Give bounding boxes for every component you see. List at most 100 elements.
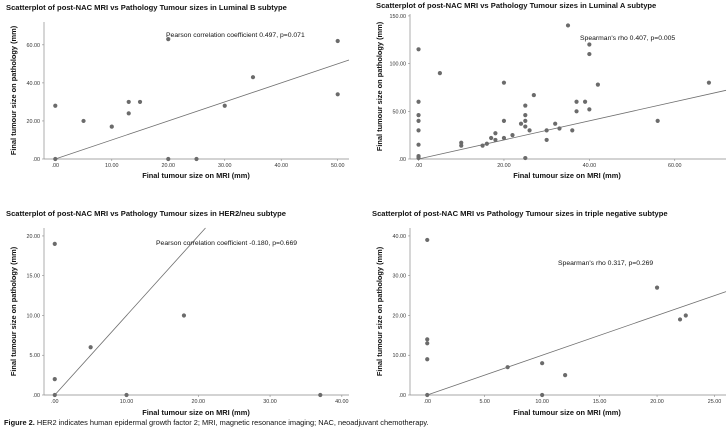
data-point xyxy=(570,128,575,133)
y-axis-label: Final tumour size on pathology (mm) xyxy=(375,246,384,376)
data-point xyxy=(501,135,507,141)
y-tick-label: 150.00 xyxy=(390,14,407,20)
data-point xyxy=(518,121,524,126)
data-point xyxy=(563,373,568,378)
x-tick-label: 15.00 xyxy=(593,399,607,405)
data-point xyxy=(557,126,562,131)
y-tick-label: .00 xyxy=(399,157,407,163)
x-tick-label: 20.00 xyxy=(650,399,664,405)
data-point xyxy=(318,392,323,398)
data-point xyxy=(53,103,58,108)
data-point xyxy=(416,118,421,123)
x-tick-label: 40.00 xyxy=(583,163,597,169)
x-tick-label: .00 xyxy=(52,163,60,169)
y-tick-label: .00 xyxy=(33,157,41,163)
x-axis-label: Final tumour size on MRI (mm) xyxy=(513,171,621,180)
data-point xyxy=(654,285,660,290)
data-point xyxy=(544,128,549,133)
data-point xyxy=(194,156,199,162)
x-tick-label: 40.00 xyxy=(274,163,288,169)
x-tick-label: 30.00 xyxy=(218,163,232,169)
correlation-annotation: Pearson correlation coefficient -0.180, … xyxy=(156,240,297,247)
x-tick-label: .00 xyxy=(423,399,431,405)
data-point xyxy=(181,313,187,318)
data-point xyxy=(126,99,131,105)
x-axis-label: Final tumour size on MRI (mm) xyxy=(142,408,250,417)
data-point xyxy=(587,42,592,47)
panel-triple-negative: Scatterplot of post-NAC MRI vs Pathology… xyxy=(364,208,728,417)
y-axis-label: Final tumour size on pathology (mm) xyxy=(9,246,18,376)
y-tick-label: 20.00 xyxy=(27,119,41,125)
y-axis-label: Final tumour size on pathology (mm) xyxy=(375,21,384,151)
data-point xyxy=(544,137,549,143)
y-tick-label: 100.00 xyxy=(390,62,407,68)
data-point xyxy=(416,142,421,147)
panel-her2: Scatterplot of post-NAC MRI vs Pathology… xyxy=(0,208,364,417)
data-point xyxy=(416,47,421,52)
x-tick-label: 10.00 xyxy=(535,399,549,405)
data-point xyxy=(52,241,57,247)
data-point xyxy=(81,118,86,124)
y-tick-label: .00 xyxy=(399,393,407,399)
data-point xyxy=(416,128,421,133)
chart-triple-negative: Scatterplot of post-NAC MRI vs Pathology… xyxy=(372,209,727,417)
figure-caption: Figure 2. HER2 indicates human epidermal… xyxy=(4,418,429,427)
x-tick-label: 20.00 xyxy=(497,163,511,169)
data-point xyxy=(425,341,430,346)
panel-luminal-b: Scatterplot of post-NAC MRI vs Pathology… xyxy=(0,0,364,208)
y-tick-label: 60.00 xyxy=(27,43,41,49)
data-point xyxy=(531,92,536,98)
data-point xyxy=(437,71,442,76)
x-tick-label: 50.00 xyxy=(331,163,345,169)
x-tick-label: .00 xyxy=(415,163,423,169)
data-point xyxy=(416,155,421,161)
data-point xyxy=(425,392,430,398)
y-tick-label: 10.00 xyxy=(393,353,407,359)
data-point xyxy=(527,128,532,133)
data-point xyxy=(505,365,510,370)
data-point xyxy=(52,376,57,382)
data-point xyxy=(523,103,528,108)
data-point xyxy=(595,82,600,87)
data-point xyxy=(425,237,430,243)
data-point xyxy=(250,75,256,80)
chart-her2: Scatterplot of post-NAC MRI vs Pathology… xyxy=(6,209,349,417)
data-point xyxy=(540,361,545,366)
data-point xyxy=(677,317,683,322)
reference-line xyxy=(55,59,350,160)
data-point xyxy=(501,118,507,123)
data-point xyxy=(574,109,579,114)
data-point xyxy=(501,80,507,85)
data-point xyxy=(459,143,464,148)
data-point xyxy=(88,345,93,350)
data-point xyxy=(484,141,489,146)
x-tick-label: 60.00 xyxy=(668,163,682,169)
x-tick-label: 10.00 xyxy=(120,399,134,405)
chart-luminal-a: Scatterplot of post-NAC MRI vs Pathology… xyxy=(375,1,727,180)
data-point xyxy=(109,124,114,129)
data-point xyxy=(425,337,430,342)
data-point xyxy=(683,313,688,318)
x-axis-label: Final tumour size on MRI (mm) xyxy=(513,408,621,417)
data-point xyxy=(523,124,528,129)
x-tick-label: 25.00 xyxy=(708,399,722,405)
data-point xyxy=(489,135,494,141)
y-tick-label: 20.00 xyxy=(393,313,407,319)
data-point xyxy=(52,392,57,398)
x-tick-label: 40.00 xyxy=(335,399,349,405)
y-tick-label: 40.00 xyxy=(27,81,41,87)
y-tick-label: .00 xyxy=(33,393,41,399)
caption-text: HER2 indicates human epidermal growth fa… xyxy=(34,418,429,427)
data-point xyxy=(493,131,498,136)
data-point xyxy=(582,99,588,104)
y-tick-label: 10.00 xyxy=(27,313,41,319)
data-point xyxy=(335,38,340,44)
y-tick-label: 15.00 xyxy=(27,274,41,280)
data-point xyxy=(137,99,143,105)
data-point xyxy=(523,155,528,161)
data-point xyxy=(222,103,227,108)
data-point xyxy=(510,133,515,138)
y-axis-label: Final tumour size on pathology (mm) xyxy=(9,25,18,155)
data-point xyxy=(126,111,131,116)
chart-luminal-b: Scatterplot of post-NAC MRI vs Pathology… xyxy=(6,3,350,180)
